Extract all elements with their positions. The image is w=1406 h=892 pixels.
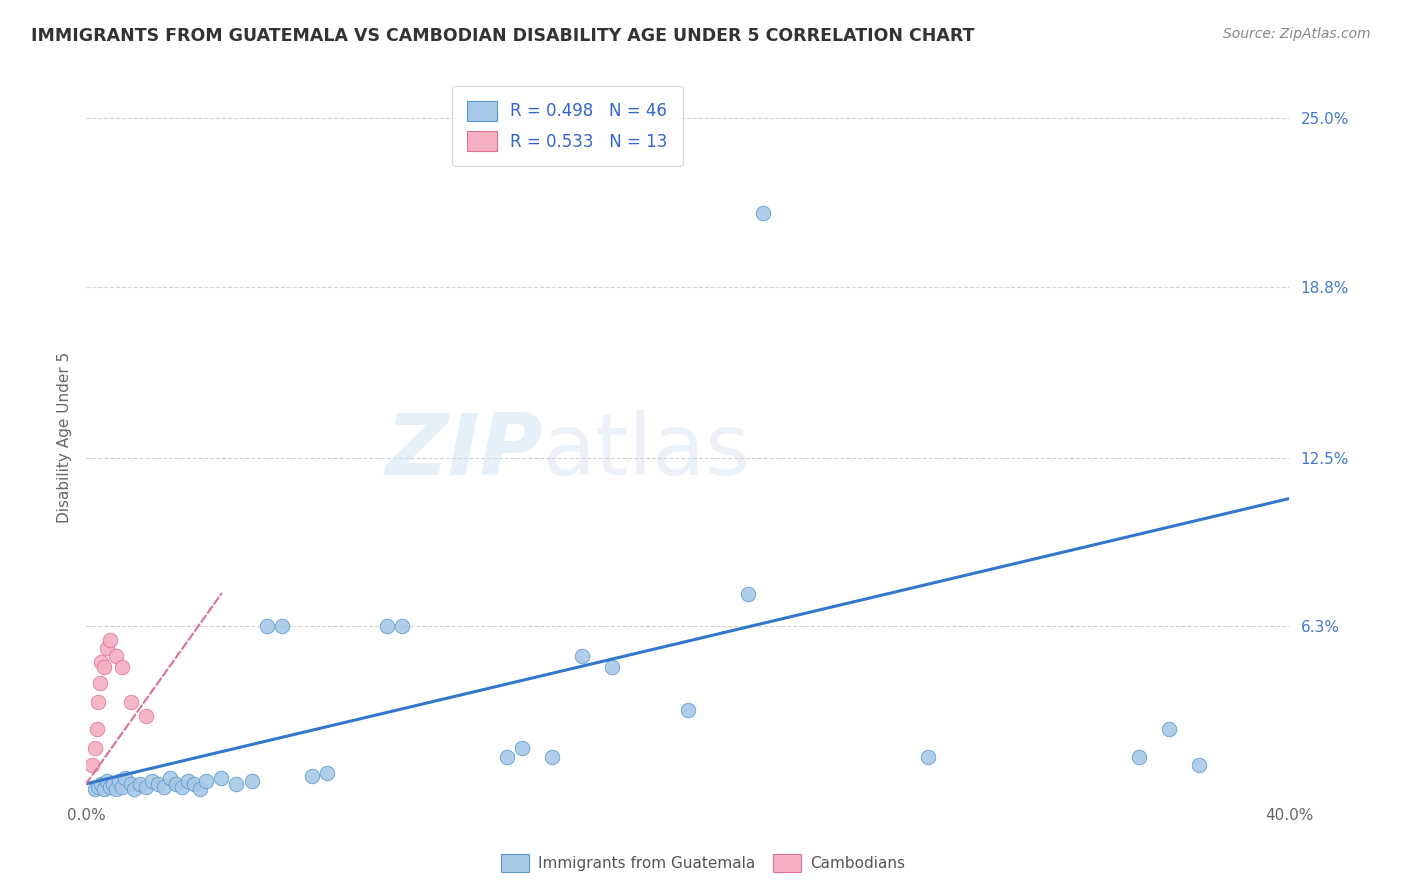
Point	[1188, 757, 1211, 772]
Point	[96, 640, 118, 655]
Point	[737, 586, 759, 600]
Point	[256, 619, 278, 633]
Text: atlas: atlas	[543, 410, 751, 493]
Point	[571, 649, 593, 664]
Point	[120, 777, 142, 791]
Point	[183, 777, 205, 791]
Point	[105, 782, 128, 797]
Point	[93, 660, 115, 674]
Point	[90, 777, 112, 791]
Point	[114, 772, 136, 786]
Point	[1128, 749, 1150, 764]
Text: Source: ZipAtlas.com: Source: ZipAtlas.com	[1223, 27, 1371, 41]
Point	[105, 649, 128, 664]
Point	[375, 619, 398, 633]
Point	[917, 749, 939, 764]
Point	[1157, 723, 1180, 737]
Point	[120, 695, 142, 709]
Point	[391, 619, 413, 633]
Point	[135, 709, 157, 723]
Point	[496, 749, 519, 764]
Text: ZIP: ZIP	[385, 410, 543, 493]
Point	[148, 777, 170, 791]
Point	[315, 766, 337, 780]
Point	[270, 619, 292, 633]
Point	[159, 772, 181, 786]
Point	[209, 772, 232, 786]
Point	[108, 774, 131, 789]
Point	[84, 741, 107, 756]
Point	[87, 695, 110, 709]
Point	[80, 757, 103, 772]
Point	[190, 782, 212, 797]
Point	[129, 777, 152, 791]
Point	[153, 780, 176, 794]
Point	[96, 774, 118, 789]
Point	[240, 774, 263, 789]
Point	[93, 782, 115, 797]
Point	[602, 660, 624, 674]
Point	[111, 780, 134, 794]
Point	[225, 777, 247, 791]
Point	[165, 777, 187, 791]
Point	[89, 676, 111, 690]
Point	[676, 703, 699, 717]
Legend: Immigrants from Guatemala, Cambodians: Immigrants from Guatemala, Cambodians	[494, 846, 912, 880]
Point	[195, 774, 218, 789]
Point	[101, 777, 124, 791]
Point	[135, 780, 157, 794]
Point	[111, 660, 134, 674]
Point	[141, 774, 163, 789]
Point	[301, 769, 323, 783]
Point	[87, 780, 110, 794]
Y-axis label: Disability Age Under 5: Disability Age Under 5	[58, 351, 72, 523]
Point	[90, 655, 112, 669]
Point	[86, 723, 108, 737]
Point	[177, 774, 200, 789]
Point	[98, 780, 121, 794]
Text: IMMIGRANTS FROM GUATEMALA VS CAMBODIAN DISABILITY AGE UNDER 5 CORRELATION CHART: IMMIGRANTS FROM GUATEMALA VS CAMBODIAN D…	[31, 27, 974, 45]
Point	[752, 206, 775, 220]
Point	[98, 632, 121, 647]
Point	[510, 741, 533, 756]
Point	[84, 782, 107, 797]
Point	[172, 780, 194, 794]
Legend: R = 0.498   N = 46, R = 0.533   N = 13: R = 0.498 N = 46, R = 0.533 N = 13	[451, 86, 683, 167]
Point	[541, 749, 564, 764]
Point	[122, 782, 145, 797]
